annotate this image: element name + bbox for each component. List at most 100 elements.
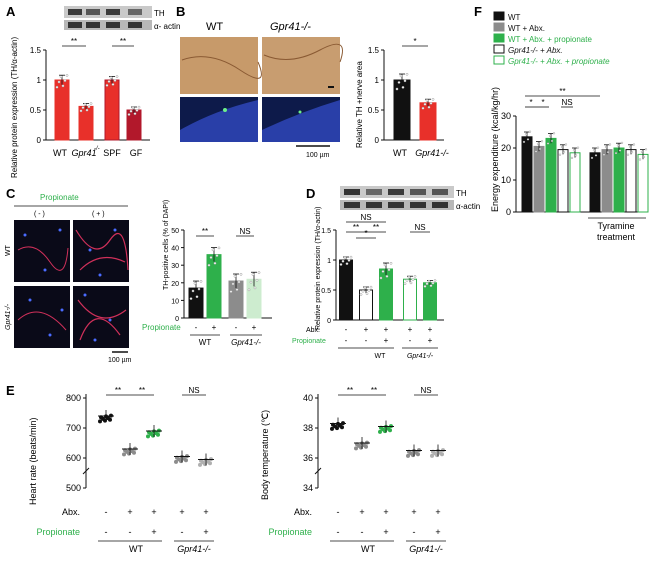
e-row1-val: + — [127, 507, 132, 517]
f-ylabel: Energy expenditure (kcal/kg/hr) — [490, 87, 500, 212]
f-tyramine-2: treatment — [597, 232, 636, 242]
e-row1-val: - — [105, 507, 108, 517]
legend-swatch — [493, 11, 505, 21]
data-point — [433, 279, 437, 282]
axis-break — [82, 467, 90, 475]
e-row2-val: + — [435, 527, 440, 537]
data-point — [87, 105, 91, 109]
data-point — [339, 263, 343, 266]
e-row1-val: + — [359, 507, 364, 517]
legend-swatch — [493, 44, 505, 54]
bar — [601, 149, 613, 213]
data-point — [131, 106, 135, 110]
data-point — [133, 112, 137, 116]
f-sig-ns: NS — [561, 98, 572, 107]
d-group-wt: WT — [375, 353, 387, 360]
data-point — [146, 434, 150, 439]
b-ko-label: Gpr41-/- — [270, 21, 311, 33]
data-point — [425, 282, 429, 286]
data-point — [341, 259, 345, 263]
data-point — [379, 276, 383, 280]
data-point — [401, 86, 405, 89]
e-row2-val: - — [361, 527, 364, 537]
data-point — [552, 132, 556, 135]
data-point — [640, 150, 644, 153]
y-tick-label: 700 — [66, 423, 81, 433]
d-row1-val: + — [428, 325, 433, 334]
data-point — [427, 279, 431, 283]
e2-ylabel: Body temperature (℃) — [260, 410, 270, 500]
c-minus: ( - ) — [34, 211, 45, 218]
f-sig-a: * — [529, 98, 532, 107]
data-point — [199, 280, 203, 283]
data-point — [137, 105, 141, 109]
data-point — [536, 142, 540, 145]
data-point — [213, 261, 217, 265]
chart-e-body-temp: 34 36 38 40 ** ** NS Abx. Propionate - - + - + + + - + + WT… — [268, 386, 446, 554]
data-point — [369, 285, 373, 289]
e-group-ko: Gpr41-/- — [409, 544, 443, 554]
d-ylabel: Relative protein expression (TH/α-actin) — [315, 207, 322, 330]
y-tick-label: 36 — [303, 453, 313, 463]
y-tick-label: 0 — [175, 316, 179, 323]
data-point — [606, 151, 610, 154]
data-point — [257, 271, 261, 274]
data-point — [576, 146, 580, 149]
blot-d-th-label: TH — [456, 189, 467, 198]
data-point — [387, 268, 391, 272]
d-row2-val: - — [365, 336, 368, 345]
data-point — [249, 280, 253, 284]
panel-e-letter: E — [6, 383, 15, 398]
b-scale-label: 100 µm — [306, 152, 330, 159]
data-point — [570, 156, 574, 160]
legend-label: WT — [508, 13, 521, 22]
y-tick-label: 0 — [37, 136, 42, 145]
data-point — [403, 282, 407, 286]
data-point — [247, 288, 251, 292]
data-point — [560, 145, 564, 149]
data-point — [347, 259, 351, 262]
data-point — [365, 292, 369, 296]
data-point — [111, 83, 115, 86]
bar — [521, 136, 533, 213]
data-point — [381, 270, 385, 273]
c-group-wt: WT — [199, 338, 212, 347]
y-tick-label: 10 — [501, 175, 511, 185]
axis-break — [314, 467, 322, 475]
data-point — [251, 273, 255, 276]
data-point — [107, 80, 111, 83]
d-sig-b: * — [364, 229, 367, 238]
y-tick-label: 0 — [327, 318, 331, 325]
data-point — [363, 286, 367, 290]
a-cat-ko: Gpr41 — [71, 148, 96, 158]
bar — [533, 145, 545, 213]
chart-e-heart-rate: 500 600 700 800 ** ** NS Abx. Propionate - - + - + + + -… — [36, 386, 214, 554]
data-point — [129, 109, 133, 113]
data-point — [405, 72, 409, 76]
data-point — [592, 149, 596, 152]
bar — [589, 152, 601, 213]
y-tick-label: 50 — [171, 228, 179, 235]
data-point — [403, 79, 407, 83]
a-cat-spf: SPF — [103, 148, 121, 158]
panel-b: WT Gpr41-/- 100 µm 0 0.5 1 1.5 * WT Gpr41-/- R… — [180, 21, 449, 159]
d-row1-val: + — [364, 325, 369, 334]
chart-a: 0 0.5 1 1.5 ** ** WT Gpr41-/- SPF GF — [30, 37, 150, 158]
panel-a: TH α- actin 00.511.5** **WT Gpr41-/- SPF GF … — [10, 6, 180, 178]
e-row2-val: - — [129, 527, 132, 537]
data-point — [229, 290, 233, 293]
y-tick-label: 0 — [375, 136, 380, 145]
a-sig-1: ** — [71, 37, 77, 46]
a-cat-ko-sup: -/- — [94, 146, 100, 152]
bar — [613, 147, 625, 213]
data-point — [594, 154, 598, 157]
y-tick-label: 38 — [303, 423, 313, 433]
data-point — [534, 150, 538, 153]
legend-swatch — [493, 55, 505, 65]
data-point — [425, 98, 429, 102]
data-point — [354, 446, 358, 451]
f-sig-b: * — [541, 98, 544, 107]
y-tick-label: 1 — [375, 76, 380, 85]
